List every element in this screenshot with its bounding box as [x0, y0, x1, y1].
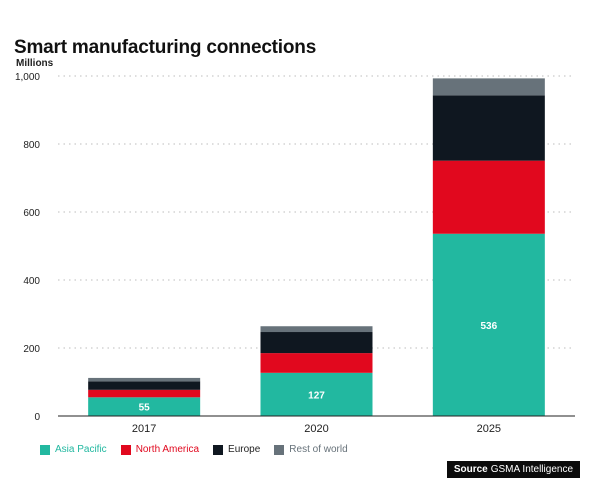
legend-label-north-america: North America — [135, 444, 200, 455]
bar-2017-north-america — [88, 389, 201, 398]
legend-item-rest-of-world: Rest of world — [274, 444, 348, 456]
bar-2020-asia-pacific — [260, 372, 373, 416]
data-label-2020: 127 — [308, 390, 325, 401]
x-tick-label-2025: 2025 — [477, 423, 501, 435]
legend-swatch-north-america — [120, 445, 131, 455]
y-tick-label-400: 400 — [23, 276, 40, 287]
data-label-2025: 536 — [480, 321, 497, 332]
y-tick-label-600: 600 — [23, 208, 40, 219]
bar-2017-rest-of-world — [88, 377, 201, 382]
x-tick-label-2020: 2020 — [304, 423, 328, 435]
y-tick-label-0: 0 — [34, 412, 40, 423]
chart-subtitle: Millions — [16, 58, 54, 69]
legend: Asia Pacific North America Europe Rest o… — [40, 444, 362, 456]
bar-2025-asia-pacific — [432, 233, 545, 416]
y-tick-label-200: 200 — [23, 344, 40, 355]
legend-label-asia-pacific: Asia Pacific — [55, 444, 107, 455]
legend-item-north-america: North America — [120, 444, 200, 456]
legend-item-asia-pacific: Asia Pacific — [40, 444, 107, 456]
source-label: Source — [453, 464, 488, 475]
legend-swatch-rest-of-world — [274, 445, 285, 455]
bar-2025-north-america — [432, 160, 545, 234]
bar-2017-europe — [88, 381, 201, 390]
bar-2025-rest-of-world — [432, 78, 545, 96]
bar-2025-europe — [432, 95, 545, 161]
y-tick-label-1000: 1,000 — [15, 72, 40, 83]
chart-title: Smart manufacturing connections — [14, 37, 317, 58]
source-text: GSMA Intelligence — [490, 464, 573, 475]
source-badge: Source GSMA Intelligence — [446, 461, 580, 478]
legend-swatch-europe — [213, 445, 224, 455]
legend-label-europe: Europe — [228, 444, 261, 455]
bar-2017-asia-pacific — [88, 397, 201, 416]
legend-swatch-asia-pacific — [40, 445, 50, 455]
legend-item-europe: Europe — [213, 444, 260, 456]
legend-label-rest-of-world: Rest of world — [289, 444, 348, 455]
bar-2020-north-america — [260, 353, 373, 373]
bar-2020-rest-of-world — [260, 326, 373, 333]
x-tick-label-2017: 2017 — [132, 423, 156, 435]
y-tick-label-800: 800 — [23, 140, 40, 151]
bar-2020-europe — [260, 332, 373, 354]
data-label-2017: 55 — [139, 403, 151, 414]
stacked-bar-chart: 0 200 400 600 800 1,000 55 2017 127 2020 536 2025 — [15, 72, 575, 435]
